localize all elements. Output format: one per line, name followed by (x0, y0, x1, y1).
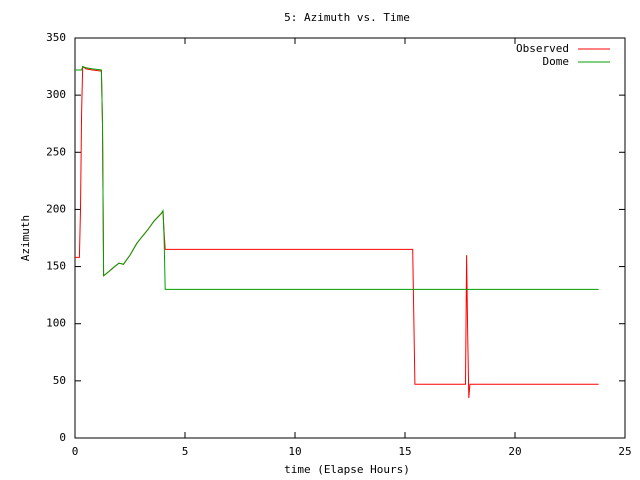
y-tick-label: 300 (46, 88, 66, 101)
x-tick-label: 10 (288, 445, 301, 458)
y-tick-label: 150 (46, 260, 66, 273)
series-line (75, 65, 599, 399)
y-tick-label: 50 (53, 374, 66, 387)
plot-frame (74, 37, 626, 439)
chart-title: 5: Azimuth vs. Time (284, 11, 410, 24)
x-axis-label: time (Elapse Hours) (284, 463, 410, 476)
y-tick-label: 350 (46, 31, 66, 44)
y-tick-label: 200 (46, 202, 66, 215)
legend-label: Dome (543, 55, 570, 68)
y-axis-label: Azimuth (19, 215, 32, 261)
legend-label: Observed (516, 42, 569, 55)
x-tick-label: 15 (398, 445, 411, 458)
x-tick-label: 20 (508, 445, 521, 458)
y-tick-label: 100 (46, 317, 66, 330)
x-tick-label: 25 (618, 445, 631, 458)
y-tick-label: 250 (46, 145, 66, 158)
y-tick-label: 0 (59, 431, 66, 444)
x-tick-label: 5 (182, 445, 189, 458)
x-tick-label: 0 (72, 445, 79, 458)
series-line (75, 65, 599, 290)
